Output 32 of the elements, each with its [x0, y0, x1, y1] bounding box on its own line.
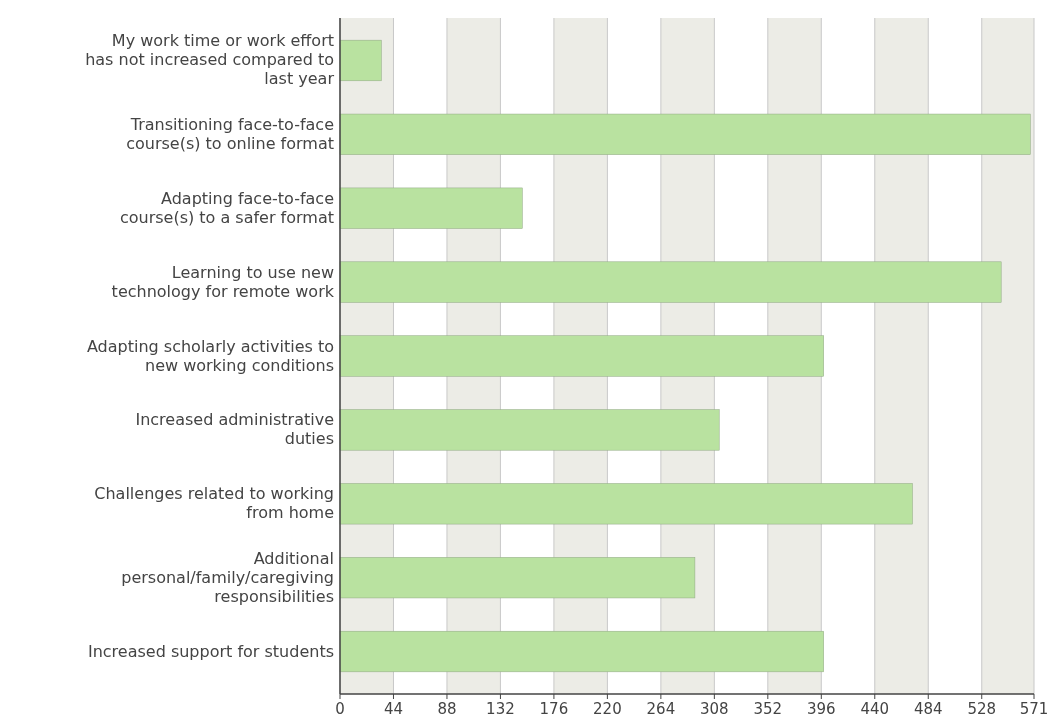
x-tick-label: 220	[593, 700, 622, 718]
x-tick-label: 44	[383, 700, 404, 718]
x-tick-label: 176	[539, 700, 569, 718]
x-tick-label: 0	[335, 700, 345, 718]
y-tick-label: Additional personal/family/caregiving responsibilities	[121, 548, 334, 606]
y-tick-label: Increased administrative duties	[135, 410, 334, 449]
bar	[339, 483, 913, 525]
bar	[339, 39, 382, 82]
x-tick-label: 571	[1019, 700, 1047, 718]
bar	[339, 409, 720, 451]
x-tick-label: 132	[486, 700, 515, 718]
y-tick-label: Learning to use new technology for remote work	[111, 262, 335, 301]
y-tick-label: Adapting face-to-face course(s) to a safer format	[119, 188, 334, 227]
x-tick-label: 528	[967, 700, 997, 718]
y-tick-label: Adapting scholarly activities to new working conditions	[86, 336, 334, 375]
y-tick-label: Increased support for students	[87, 641, 334, 661]
bar	[339, 630, 824, 673]
x-tick-label: 352	[753, 700, 783, 718]
bar	[339, 557, 696, 599]
bar	[339, 113, 1031, 155]
y-tick-label: My work time or work effort has not increased compared to last year	[85, 31, 335, 89]
x-tick-label: 440	[860, 700, 890, 718]
x-tick-label: 264	[646, 700, 676, 718]
x-tick-label: 396	[806, 700, 836, 718]
bar	[339, 335, 824, 377]
y-tick-label: Transitioning face-to-face course(s) to online format	[126, 114, 334, 153]
x-tick-label: 88	[437, 700, 457, 718]
y-tick-label: Challenges related to working from home	[94, 484, 334, 523]
x-tick-label: 308	[700, 700, 729, 718]
bar	[339, 261, 1002, 303]
bar	[339, 187, 523, 229]
x-tick-label: 484	[913, 700, 943, 718]
